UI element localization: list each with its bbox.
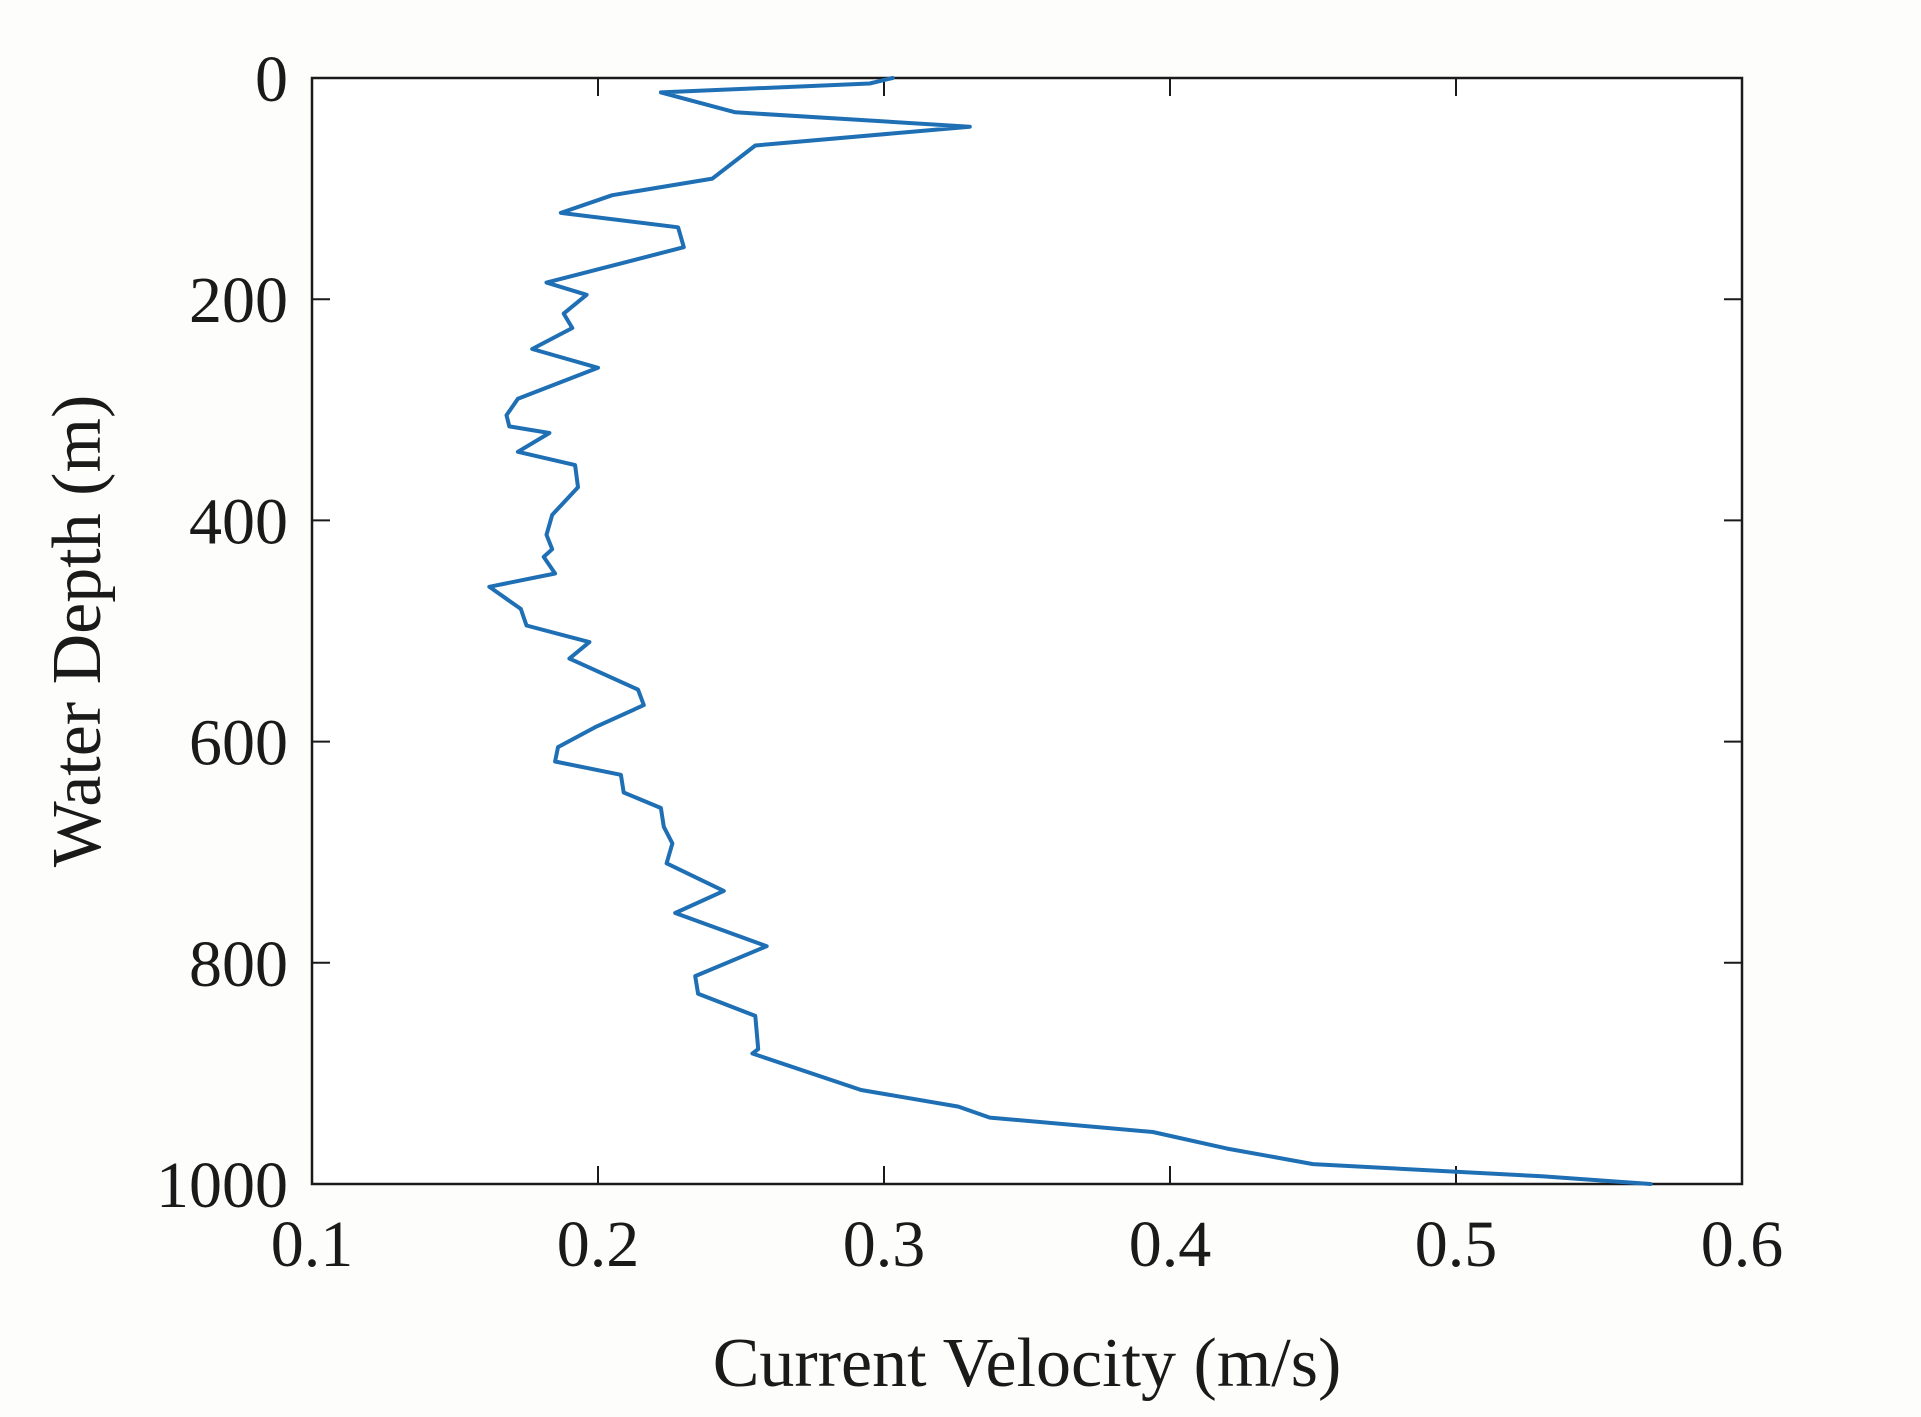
x-tick-label: 0.6 [1701, 1208, 1784, 1281]
x-tick-label: 0.3 [843, 1208, 926, 1281]
x-axis: 0.1 0.2 0.3 0.4 0.5 0.6 [271, 78, 1784, 1281]
y-axis: 0 200 400 600 800 1000 [156, 43, 1742, 1222]
y-tick-label: 1000 [156, 1149, 288, 1222]
y-tick-label: 600 [189, 707, 288, 780]
x-tick-label: 0.1 [271, 1208, 354, 1281]
y-tick-label: 200 [189, 264, 288, 337]
x-tick-label: 0.5 [1415, 1208, 1498, 1281]
velocity-profile-line [487, 76, 1653, 1186]
y-tick-label: 800 [189, 928, 288, 1001]
y-tick-label: 400 [189, 485, 288, 558]
x-tick-label: 0.2 [557, 1208, 640, 1281]
x-axis-title: Current Velocity (m/s) [713, 1325, 1342, 1402]
y-axis-title: Water Depth (m) [39, 395, 116, 868]
plot-area [310, 76, 1744, 1186]
y-tick-label: 0 [255, 43, 288, 116]
x-tick-label: 0.4 [1129, 1208, 1212, 1281]
